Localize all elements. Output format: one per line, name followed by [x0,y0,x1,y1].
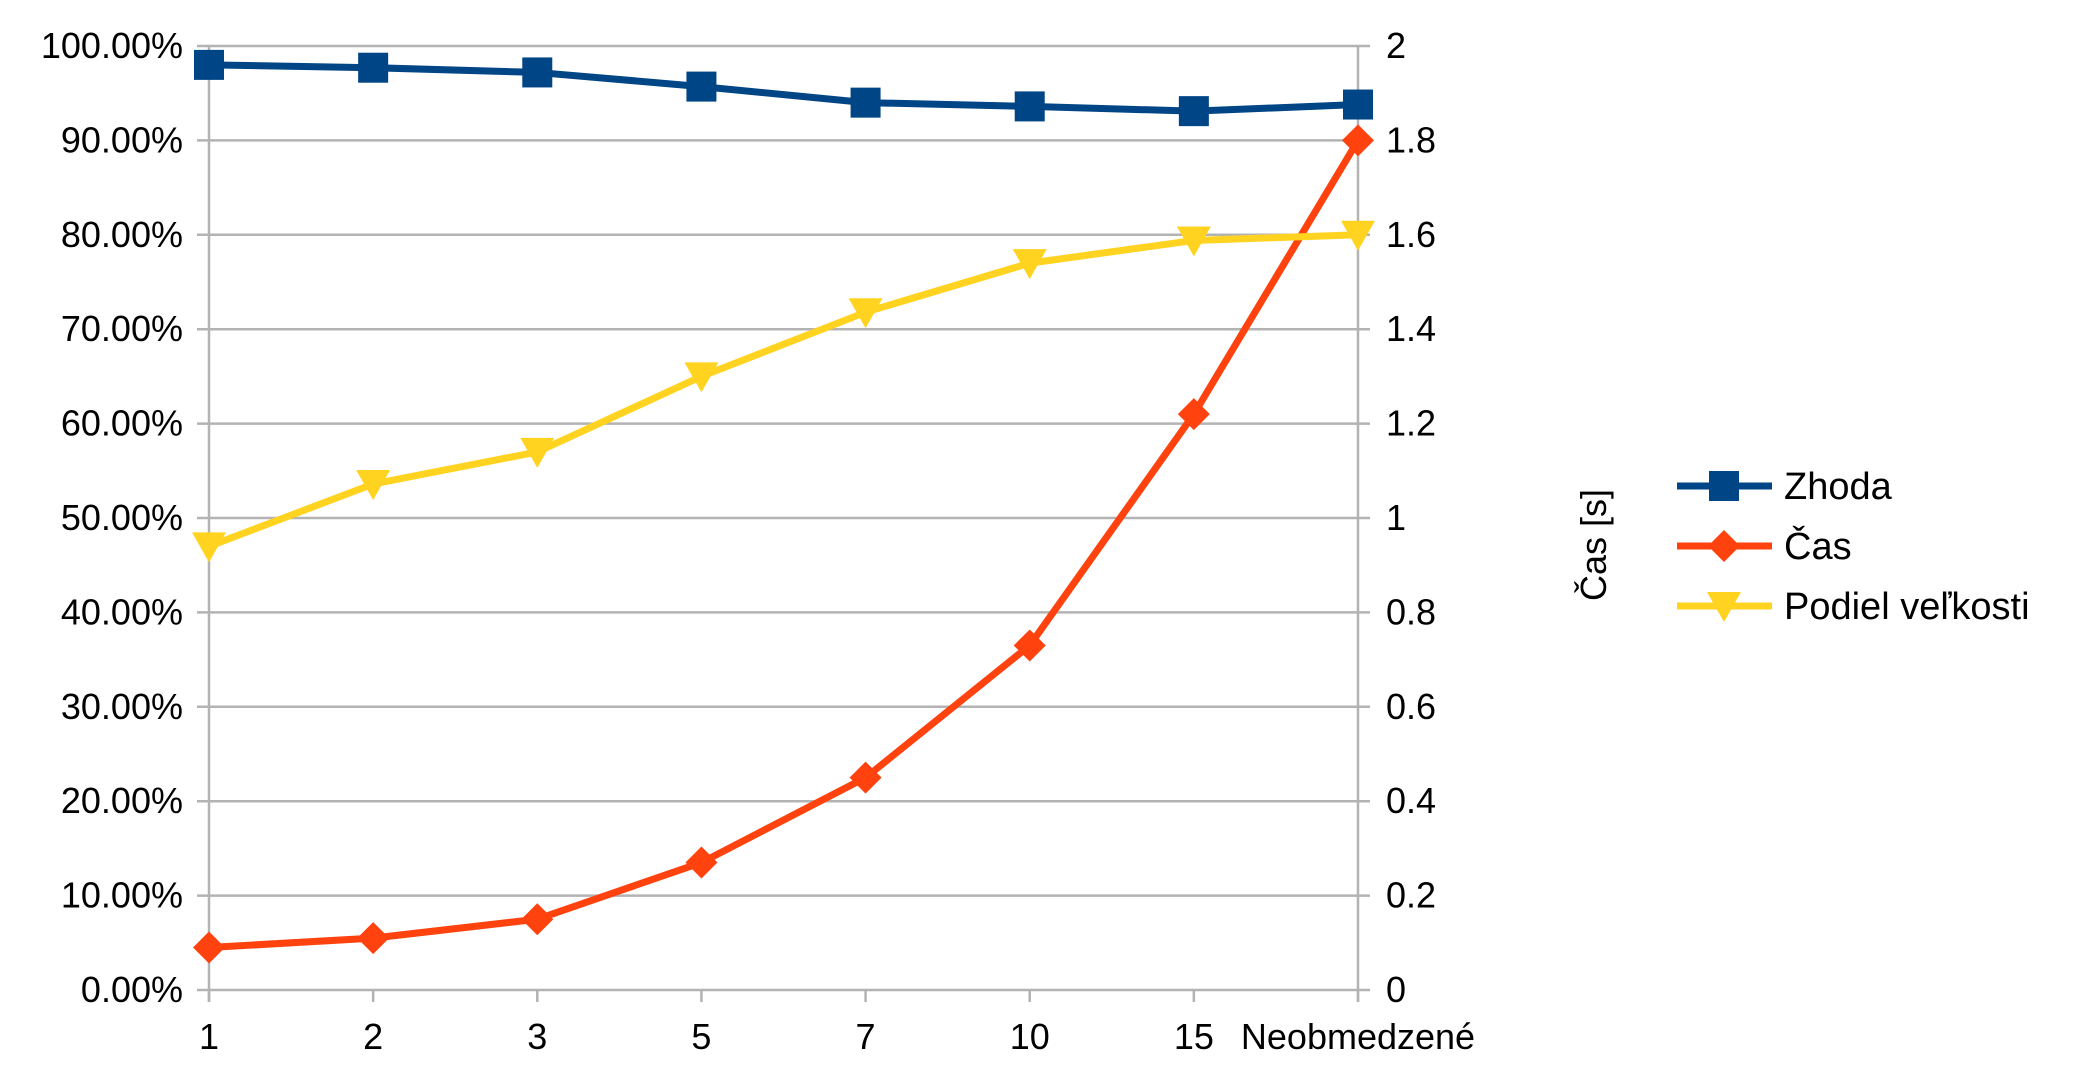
series-line [208,138,1362,952]
data-point [850,87,881,118]
right-tick-label: 0.2 [1386,875,1436,916]
left-tick-label: 60.00% [61,403,183,444]
series-0 [194,49,1373,127]
right-tick-label: 1 [1386,497,1406,538]
x-tick-label: 10 [1010,1016,1050,1057]
x-tick-label: 3 [527,1016,547,1057]
legend-label: Čas [1784,524,1852,568]
right-tick-label: 0.6 [1386,686,1436,727]
legend-marker [1707,592,1741,622]
data-point [521,903,554,936]
x-tick-label: 2 [363,1016,383,1057]
right-axis-ticks: 0 0.2 0.4 0.6 0.8 1 1.2 1.4 1.6 1.8 2 [1386,25,1436,1010]
series-line [207,231,1359,550]
right-tick-label: 0.8 [1386,591,1436,632]
legend: Zhoda Čas Podiel veľkosti [1677,466,2030,628]
legend-item: Podiel veľkosti [1677,586,2030,628]
data-point [522,57,553,88]
data-point [1341,220,1375,251]
data-point [849,761,882,794]
axes [207,46,1360,1002]
left-tick-label: 80.00% [61,214,183,255]
data-point [192,532,226,563]
data-point [1014,91,1045,122]
series-layer [192,49,1375,964]
left-axis-ticks: 0.00% 10.00% 20.00% 30.00% 40.00% 50.00% 60.00… [41,25,183,1010]
left-tick-label: 70.00% [61,308,183,349]
data-point [193,931,225,964]
legend-marker [1708,530,1740,562]
data-point [1013,629,1046,662]
left-tick-label: 10.00% [61,875,183,916]
data-point [1177,398,1210,431]
data-point [848,298,883,329]
x-tick-label: 15 [1174,1016,1214,1057]
data-point [358,52,389,83]
x-tick-label: 7 [856,1016,876,1057]
left-tick-label: 100.00% [41,25,183,66]
x-axis-ticks: 1 2 3 5 7 10 15 Neobmedzené [199,1016,1475,1057]
legend-item: Čas [1677,524,1852,568]
left-tick-label: 30.00% [61,686,183,727]
legend-label: Podiel veľkosti [1784,586,2030,628]
left-tick-label: 0.00% [81,969,183,1010]
right-tick-label: 0 [1386,969,1406,1010]
gridlines [197,44,1370,992]
data-point [1012,249,1047,280]
left-tick-label: 90.00% [61,119,183,160]
x-tick-label: 1 [199,1016,219,1057]
right-tick-label: 2 [1386,25,1406,66]
series-line [208,61,1359,115]
data-point [194,49,224,80]
left-tick-label: 50.00% [61,497,183,538]
legend-item: Zhoda [1677,466,1893,508]
data-point [684,362,719,393]
data-point [1178,96,1209,127]
x-tick-label: 5 [691,1016,711,1057]
data-point [1176,226,1211,257]
x-tick-label: Neobmedzené [1241,1016,1475,1057]
left-tick-label: 40.00% [61,591,183,632]
data-point [685,846,718,879]
left-tick-label: 20.00% [61,780,183,821]
data-point [1342,124,1374,157]
right-tick-label: 1.8 [1386,119,1436,160]
series-2 [192,220,1375,563]
data-point [686,71,717,102]
data-point [520,437,555,468]
legend-marker [1709,471,1739,501]
data-point [1343,89,1373,120]
series-1 [193,124,1374,964]
data-point [356,470,391,501]
legend-label: Zhoda [1784,466,1893,508]
right-tick-label: 1.4 [1386,308,1436,349]
right-tick-label: 1.2 [1386,403,1436,444]
right-tick-label: 1.6 [1386,214,1436,255]
right-tick-label: 0.4 [1386,780,1436,821]
data-point [357,922,390,955]
right-axis-title: Čas [s] [1573,489,1614,601]
